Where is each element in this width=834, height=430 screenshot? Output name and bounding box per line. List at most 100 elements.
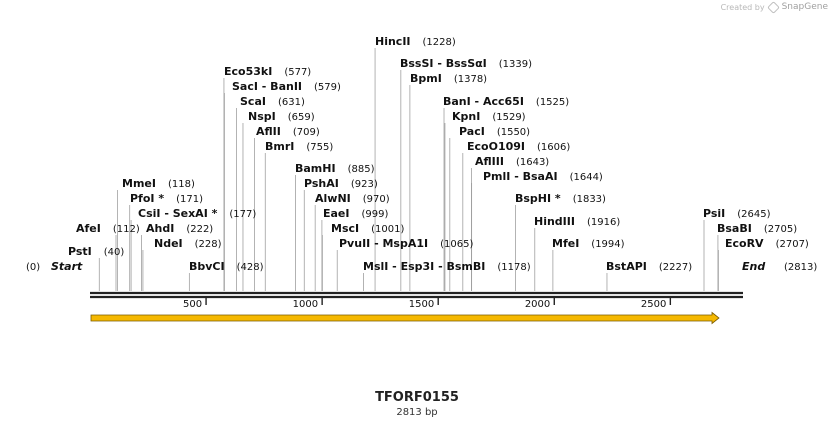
cut-position: (112) [113,224,140,235]
enzyme-name: ScaI [240,95,266,108]
cut-position: (923) [351,179,378,190]
credit-prefix: Created by [720,2,765,12]
restriction-site: NspI (659) [248,110,315,123]
cut-position: (171) [176,194,203,205]
enzyme-name: EcoO109I [467,140,525,153]
restriction-site: HindIII (1916) [534,215,620,228]
restriction-site: PfoI * (171) [130,192,203,205]
enzyme-name: MslI - Esp3I - BsmBI [363,260,485,273]
enzyme-name: PshAI [304,177,339,190]
restriction-site: MscI (1001) [331,222,404,235]
restriction-site: BsaBI (2705) [717,222,797,235]
enzyme-name: CsiI - SexAI * [138,207,218,220]
restriction-site: BmrI (755) [265,140,333,153]
end-position: (2813) [784,262,817,273]
restriction-site: BanI - Acc65I (1525) [443,95,569,108]
restriction-site: ScaI (631) [240,95,305,108]
cut-position: (1606) [537,142,570,153]
enzyme-name: PvuII - MspA1I [339,237,428,250]
enzyme-name: AfeI [76,222,101,235]
restriction-site: KpnI (1529) [452,110,526,123]
cut-position: (999) [362,209,389,220]
cut-position: (118) [168,179,195,190]
cut-position: (2645) [737,209,770,220]
start-position: (0) [26,262,40,273]
enzyme-name: BssSI - BssSαI [400,57,487,70]
restriction-site: BssSI - BssSαI (1339) [400,57,532,70]
enzyme-name: BamHI [295,162,336,175]
cut-position: (1644) [570,172,603,183]
enzyme-name: EcoRV [725,237,764,250]
cut-position: (1228) [423,37,456,48]
enzyme-name: PmlI - BsaAI [483,170,558,183]
cut-position: (970) [363,194,390,205]
ruler-tick-label: 500 [183,299,202,310]
cut-position: (1065) [440,239,473,250]
ruler-tick-label: 1500 [409,299,434,310]
ruler-tick-label: 2500 [641,299,666,310]
restriction-site: NdeI (228) [154,237,222,250]
restriction-site: BspHI * (1833) [515,192,606,205]
cut-position: (1525) [536,97,569,108]
cut-position: (659) [288,112,315,123]
cut-position: (228) [195,239,222,250]
restriction-site: BpmI (1378) [410,72,487,85]
cut-position: (40) [104,247,125,258]
enzyme-name: PsiI [703,207,725,220]
cut-position: (1994) [591,239,624,250]
cut-position: (1339) [499,59,532,70]
cut-position: (428) [237,262,264,273]
cut-position: (631) [278,97,305,108]
restriction-site: EcoRV (2707) [725,237,809,250]
cut-position: (177) [229,209,256,220]
restriction-site: EaeI (999) [323,207,388,220]
restriction-site: PsiI (2645) [703,207,771,220]
cut-position: (755) [306,142,333,153]
site-labels: HincII (1228) BssSI - BssSαI (1339) BpmI (137… [26,35,817,273]
restriction-site: AflII (709) [256,125,320,138]
restriction-site: PacI (1550) [459,125,530,138]
restriction-site: AhdI (222) [146,222,213,235]
enzyme-name: NspI [248,110,276,123]
leader-lines [98,48,719,291]
enzyme-name: Eco53kI [224,65,272,78]
restriction-site: PstI (40) [68,245,124,258]
cut-position: (1378) [454,74,487,85]
cut-position: (2227) [659,262,692,273]
restriction-site: AflIII (1643) [475,155,549,168]
cut-position: (2705) [764,224,797,235]
enzyme-name: PacI [459,125,485,138]
enzyme-name: AflIII [475,155,504,168]
restriction-site: Eco53kI (577) [224,65,311,78]
cut-position: (885) [348,164,375,175]
enzyme-name: HincII [375,35,411,48]
restriction-site: PmlI - BsaAI (1644) [483,170,603,183]
restriction-site: SacI - BanII (579) [232,80,341,93]
plasmid-size: 2813 bp [396,407,438,418]
enzyme-name: PstI [68,245,92,258]
enzyme-name: NdeI [154,237,183,250]
cut-position: (577) [284,67,311,78]
enzyme-name: SacI - BanII [232,80,302,93]
restriction-site: MfeI (1994) [552,237,625,250]
ruler-tick-label: 1000 [293,299,318,310]
restriction-site: AlwNI (970) [315,192,390,205]
cut-position: (1916) [587,217,620,228]
restriction-site: PshAI (923) [304,177,378,190]
cut-position: (1550) [497,127,530,138]
enzyme-name: BsaBI [717,222,752,235]
snapgene-credit: Created by SnapGene [720,0,828,14]
restriction-site: PvuII - MspA1I (1065) [339,237,473,250]
enzyme-name: MscI [331,222,359,235]
enzyme-name: MfeI [552,237,579,250]
start-label: Start [51,260,83,273]
restriction-site: AfeI (112) [76,222,140,235]
restriction-site: BamHI (885) [295,162,375,175]
ruler-tick-label: 2000 [525,299,550,310]
enzyme-name: HindIII [534,215,575,228]
restriction-site: BstAPI (2227) [606,260,692,273]
restriction-site: EcoO109I (1606) [467,140,570,153]
cut-position: (1001) [371,224,404,235]
enzyme-name: PfoI * [130,192,164,205]
